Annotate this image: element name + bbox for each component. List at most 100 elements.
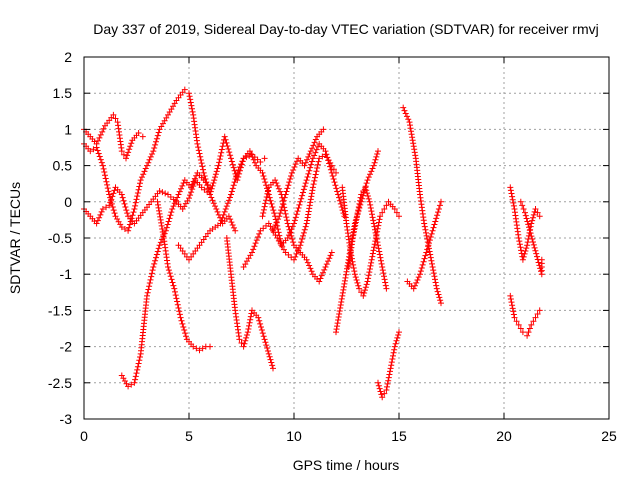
data-point bbox=[110, 190, 117, 197]
data-point bbox=[128, 381, 135, 388]
data-point bbox=[282, 191, 289, 198]
data-point bbox=[336, 308, 343, 315]
data-point bbox=[155, 201, 162, 208]
data-point bbox=[393, 209, 400, 216]
data-point bbox=[284, 235, 291, 241]
data-point bbox=[286, 226, 293, 233]
data-point bbox=[396, 329, 402, 336]
data-point bbox=[432, 279, 439, 286]
data-point bbox=[146, 156, 153, 163]
data-point bbox=[200, 169, 207, 176]
data-point bbox=[510, 199, 517, 206]
data-point bbox=[519, 202, 526, 209]
data-point bbox=[374, 225, 381, 232]
data-point bbox=[306, 262, 313, 269]
data-point bbox=[231, 179, 238, 186]
data-point bbox=[368, 208, 375, 215]
data-point bbox=[93, 220, 100, 227]
data-point bbox=[336, 197, 343, 204]
data-point bbox=[383, 202, 390, 209]
data-point bbox=[348, 241, 355, 248]
data-point bbox=[427, 233, 434, 240]
data-point bbox=[235, 166, 242, 173]
data-point bbox=[304, 259, 311, 266]
data-point bbox=[110, 207, 117, 214]
data-point bbox=[334, 323, 341, 330]
data-point bbox=[225, 213, 232, 220]
data-point bbox=[125, 149, 132, 156]
data-point bbox=[123, 207, 130, 214]
data-point bbox=[509, 302, 516, 309]
data-point bbox=[157, 239, 164, 246]
data-point bbox=[372, 156, 379, 163]
data-point bbox=[526, 325, 533, 332]
data-point bbox=[435, 291, 442, 298]
data-point bbox=[515, 321, 522, 328]
data-point bbox=[277, 210, 284, 217]
data-point bbox=[150, 263, 157, 270]
data-point bbox=[534, 311, 541, 318]
series-s11 bbox=[339, 184, 402, 299]
data-point bbox=[368, 259, 375, 266]
data-point bbox=[282, 210, 289, 217]
data-point bbox=[96, 134, 103, 141]
data-point bbox=[358, 289, 365, 296]
data-point bbox=[530, 211, 537, 218]
data-point bbox=[526, 224, 532, 231]
data-point bbox=[312, 149, 319, 156]
data-point bbox=[507, 292, 514, 299]
data-point bbox=[522, 248, 529, 255]
data-point bbox=[182, 330, 189, 337]
data-point bbox=[131, 379, 138, 386]
data-point bbox=[131, 206, 138, 213]
data-point bbox=[291, 220, 297, 227]
data-point bbox=[170, 203, 177, 210]
data-point bbox=[227, 216, 234, 223]
data-point bbox=[137, 177, 144, 184]
data-point bbox=[260, 172, 267, 179]
data-point bbox=[169, 206, 176, 213]
data-point bbox=[534, 256, 541, 263]
data-point bbox=[390, 352, 396, 359]
data-point bbox=[166, 215, 173, 222]
data-point bbox=[256, 317, 263, 324]
data-point bbox=[153, 254, 159, 261]
data-point bbox=[341, 280, 348, 287]
data-point bbox=[415, 274, 422, 281]
data-point bbox=[123, 155, 129, 162]
data-point bbox=[365, 275, 372, 282]
data-point bbox=[111, 210, 118, 217]
data-point bbox=[356, 285, 363, 292]
data-point bbox=[209, 197, 216, 204]
data-point bbox=[340, 283, 347, 290]
data-point bbox=[286, 179, 293, 186]
data-point bbox=[328, 249, 335, 256]
data-point bbox=[267, 197, 274, 204]
data-point bbox=[308, 268, 315, 275]
data-point bbox=[264, 190, 271, 197]
data-point bbox=[196, 347, 203, 354]
data-point bbox=[229, 161, 236, 168]
data-point bbox=[330, 166, 337, 173]
data-point bbox=[181, 86, 188, 93]
axis-ticks: 0 5 10 15 20 25 -3 -2.5 -2 -1.5 -1 -0.5 0 0.5 1 1.5 2 bbox=[48, 49, 617, 444]
data-point bbox=[99, 128, 106, 135]
data-point bbox=[350, 261, 357, 268]
data-point bbox=[162, 190, 169, 197]
data-point bbox=[194, 140, 201, 147]
data-point bbox=[223, 203, 230, 210]
data-point bbox=[174, 301, 181, 308]
data-point bbox=[383, 387, 390, 394]
data-point bbox=[313, 146, 320, 153]
grid bbox=[84, 57, 609, 419]
data-point bbox=[521, 250, 528, 257]
data-point bbox=[170, 282, 177, 289]
data-point bbox=[147, 276, 154, 283]
data-point bbox=[306, 167, 313, 174]
data-point bbox=[309, 158, 315, 165]
data-point bbox=[247, 316, 254, 323]
data-point bbox=[359, 195, 366, 202]
data-point bbox=[350, 264, 357, 271]
data-point bbox=[283, 188, 290, 195]
data-point bbox=[329, 172, 336, 179]
